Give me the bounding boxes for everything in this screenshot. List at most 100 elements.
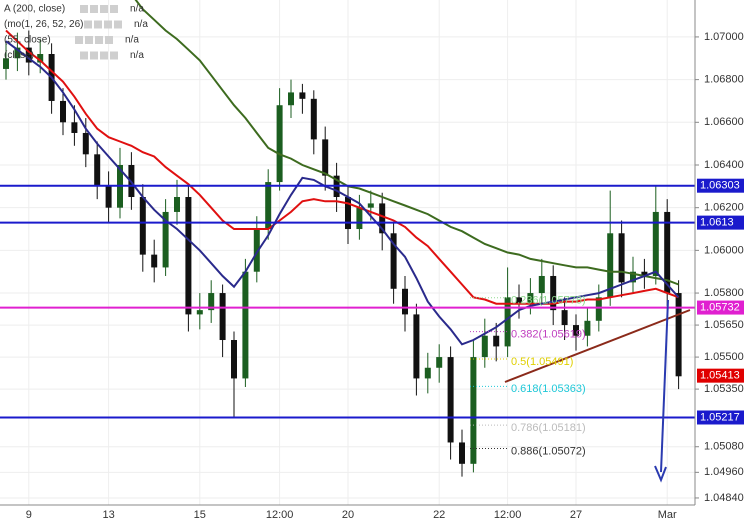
legend-icon: [84, 20, 92, 29]
legend-icon: [110, 51, 118, 60]
arrow-head: [654, 465, 667, 483]
y-tick-label: 1.06400: [704, 159, 744, 171]
candle-body: [447, 357, 454, 443]
candle-body: [367, 203, 374, 208]
legend-icon: [90, 5, 98, 13]
candle-body: [231, 340, 237, 379]
candle-body: [493, 335, 500, 347]
price-tag-label: 1.0613: [700, 217, 734, 229]
y-tick-label: 1.04960: [704, 466, 744, 478]
moving-average: [5, 40, 680, 346]
candle-body: [3, 58, 9, 69]
legend-label: (close): [4, 50, 34, 61]
trend-line: [504, 309, 691, 383]
candle-body: [641, 271, 648, 276]
price-tag-label: 1.05732: [700, 301, 740, 313]
candle-body: [607, 233, 614, 298]
moving-average: [134, 0, 679, 286]
y-tick-label: 1.05350: [704, 383, 744, 395]
y-tick-label: 1.05650: [704, 319, 744, 331]
candle-body: [630, 271, 636, 283]
legend-icon: [90, 51, 98, 60]
price-tag: [697, 215, 744, 230]
x-tick-label: 12:00: [266, 509, 294, 521]
candle-body: [527, 293, 534, 304]
candle-body: [37, 54, 44, 63]
candle-body: [185, 197, 192, 315]
price-tag-label: 1.06303: [700, 180, 740, 192]
candle-body: [196, 310, 203, 315]
y-tick-label: 1.05500: [704, 351, 744, 363]
legend-icon: [95, 36, 103, 44]
x-tick-label: 15: [194, 509, 206, 521]
candle-body: [561, 310, 568, 326]
candle-body: [253, 229, 260, 272]
candle-body: [516, 297, 522, 304]
candle-body: [470, 357, 477, 464]
price-tag: [697, 178, 744, 193]
candle-body: [151, 254, 158, 268]
candle-body: [71, 122, 78, 133]
fib-label: 0.236(1.05778): [511, 295, 586, 307]
candle-body: [25, 47, 32, 63]
fib-label: 0.5(1.05491): [511, 356, 573, 368]
candle-body: [618, 233, 625, 283]
legend-icon: [100, 5, 108, 13]
candle-body: [288, 92, 294, 106]
y-tick-label: 1.07000: [704, 31, 744, 43]
candle-body: [424, 367, 431, 379]
legend-icon: [85, 36, 93, 44]
candle-body: [94, 154, 101, 187]
legend-icon: [114, 20, 122, 29]
legend-icon: [100, 51, 108, 60]
fib-label: 0.886(1.05072): [511, 445, 586, 457]
candle-body: [208, 293, 215, 311]
candle-body: [595, 297, 602, 321]
legend-icon: [94, 20, 102, 29]
y-tick-label: 1.04840: [704, 492, 744, 504]
candle-body: [139, 197, 146, 255]
x-tick-label: 12:00: [494, 509, 522, 521]
candle-body: [299, 92, 306, 99]
candle-body: [390, 233, 397, 289]
x-tick-label: 20: [342, 509, 354, 521]
fib-label: 0.382(1.05619): [511, 329, 586, 341]
current-price-label: 1.05413: [700, 370, 740, 382]
candle-body: [60, 100, 66, 123]
candle-body: [174, 197, 180, 212]
current-price-tag: [697, 368, 744, 383]
candle-body: [504, 297, 511, 347]
y-tick-label: 1.05800: [704, 287, 744, 299]
y-tick-label: 1.06600: [704, 116, 744, 128]
candle-body: [584, 320, 591, 336]
candle-body: [481, 335, 488, 358]
legend-icon: [80, 5, 88, 13]
candle-body: [459, 442, 465, 464]
y-tick-label: 1.05080: [704, 441, 744, 453]
fib-label: 0.618(1.05363): [511, 383, 586, 395]
legend-label: A (200, close): [4, 4, 65, 15]
legend-icon: [75, 36, 83, 44]
candle-body: [413, 314, 420, 379]
legend-value: n/a: [130, 4, 144, 15]
candle-body: [573, 325, 579, 336]
candle-body: [675, 293, 682, 377]
price-tag: [697, 300, 744, 315]
candle-body: [82, 132, 89, 155]
legend-value: n/a: [134, 19, 148, 30]
candle-body: [356, 207, 363, 230]
candle-body: [265, 182, 272, 230]
x-tick-label: 13: [102, 509, 114, 521]
candle-body: [310, 98, 317, 140]
candle-body: [14, 47, 21, 59]
candle-body: [219, 293, 226, 341]
x-tick-label: 9: [26, 509, 32, 521]
candle-body: [550, 275, 557, 311]
candle-body: [162, 211, 169, 268]
y-tick-label: 1.06000: [704, 244, 744, 256]
x-tick-label: 27: [570, 509, 582, 521]
candle-body: [322, 139, 329, 176]
axis: 1.07000 1.06800 1.06600 1.06400 1.06200 1.060…: [26, 31, 744, 521]
legend-value: n/a: [125, 35, 139, 46]
y-tick-label: 1.06800: [704, 74, 744, 86]
